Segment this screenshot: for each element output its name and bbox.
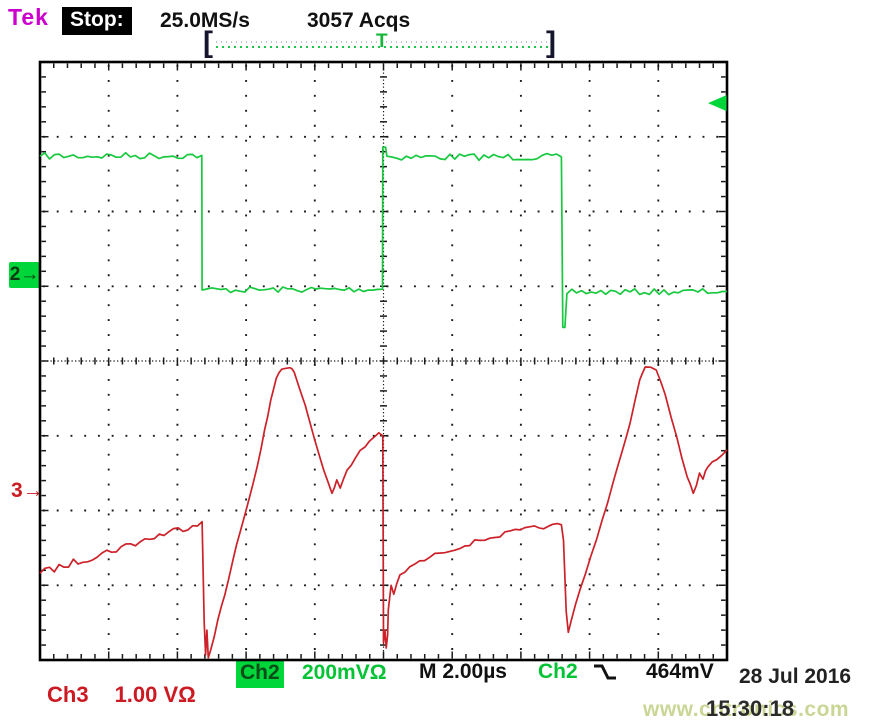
tek-logo: Tek	[8, 4, 49, 30]
record-window-line	[216, 46, 550, 48]
record-left-bracket-icon: [	[203, 26, 213, 59]
ch2-ground-marker: 2→	[9, 262, 40, 288]
ch3-scale-value: 1.00 VΩ	[114, 682, 196, 707]
record-trigger-mark: T	[376, 31, 388, 52]
ch3-label: Ch3	[47, 682, 89, 707]
record-bar-line	[216, 41, 550, 43]
trigger-level-arrow-icon	[708, 95, 727, 112]
date-stamp: 28 Jul 2016	[739, 665, 852, 688]
acquisition-state: Stop:	[62, 7, 132, 35]
acquisition-count: 3057 Acqs	[307, 9, 411, 32]
ch3-scale-readout: Ch3 1.00 VΩ	[47, 682, 196, 708]
ch2-label-badge: Ch2	[236, 661, 284, 688]
ch2-trace	[39, 146, 727, 329]
time-stamp: 15:30:18	[706, 696, 795, 721]
record-right-bracket-icon: ]	[546, 26, 556, 59]
ch3-trace	[39, 366, 728, 659]
ch2-scale-readout: 200mVΩ	[302, 661, 387, 684]
trigger-level-readout: 464mV	[646, 660, 714, 683]
timebase-readout: M 2.00µs	[419, 660, 507, 683]
falling-edge-icon	[594, 664, 616, 680]
watermark: www.cntronics.com	[643, 698, 850, 721]
sample-rate: 25.0MS/s	[160, 9, 250, 32]
ch3-ground-marker: 3→	[11, 479, 44, 502]
trigger-source: Ch2	[538, 660, 578, 683]
